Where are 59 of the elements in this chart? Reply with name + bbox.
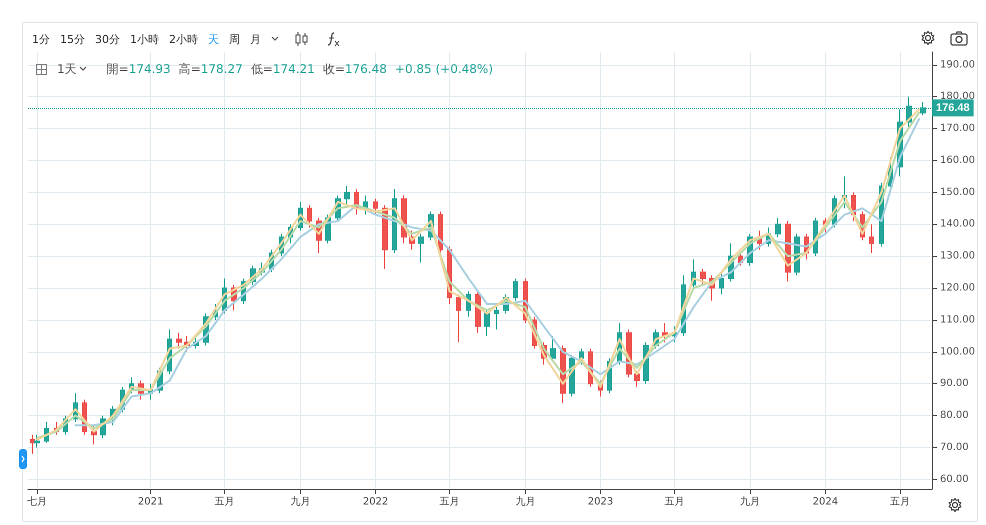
candlestick bbox=[307, 204, 312, 228]
x-tick-label: 五月 bbox=[439, 496, 460, 508]
x-tick-label: 2022 bbox=[362, 496, 388, 508]
x-tick-label: 七月 bbox=[27, 496, 48, 508]
candlestick bbox=[775, 217, 781, 238]
y-tick-label: 60.00 bbox=[940, 474, 969, 485]
text: 2小時 bbox=[169, 32, 198, 46]
text: 30分 bbox=[95, 32, 120, 46]
candlestick bbox=[513, 278, 518, 302]
x-tick-label: 五月 bbox=[664, 496, 684, 508]
x-tick-label: 2024 bbox=[812, 496, 838, 508]
candlestick bbox=[550, 335, 556, 362]
annotation: 高=178.27 bbox=[178, 60, 243, 78]
y-tick-label: 100.00 bbox=[940, 346, 975, 358]
x-tick-label: 2021 bbox=[138, 496, 164, 508]
candlestick bbox=[634, 370, 640, 388]
candlestick bbox=[373, 198, 378, 216]
y-tick-label: 150.00 bbox=[940, 186, 975, 198]
candlestick bbox=[30, 434, 35, 454]
text: 月 bbox=[250, 32, 261, 46]
ref-line-label: 176.48 bbox=[936, 102, 970, 114]
candlestick bbox=[176, 332, 182, 350]
candlestick bbox=[438, 210, 443, 254]
y-tick-label: 110.00 bbox=[940, 314, 975, 326]
x-tick-label: 五月 bbox=[890, 496, 910, 508]
x-tick-label: 九月 bbox=[515, 496, 536, 508]
candlestick bbox=[719, 272, 724, 295]
y-tick-label: 160.00 bbox=[940, 154, 975, 166]
annotation: 開=174.93 bbox=[106, 60, 171, 78]
x-tick-label: 2023 bbox=[588, 496, 614, 508]
text: 15分 bbox=[60, 32, 85, 46]
y-tick-label: 170.00 bbox=[940, 123, 975, 134]
y-tick-label: 140.00 bbox=[940, 218, 975, 230]
text: 1分 bbox=[32, 32, 50, 46]
candlestick bbox=[456, 294, 461, 343]
candlestick bbox=[869, 224, 874, 254]
x-tick-label: 九月 bbox=[740, 496, 760, 508]
y-tick-label: 130.00 bbox=[940, 250, 975, 262]
candlestick bbox=[579, 348, 584, 366]
text: 天 bbox=[208, 32, 219, 46]
y-tick-label: 120.00 bbox=[940, 282, 975, 294]
x-tick-label: 九月 bbox=[290, 496, 310, 508]
y-tick-label: 190.00 bbox=[940, 59, 975, 70]
y-tick-label: 90.00 bbox=[940, 378, 969, 390]
y-tick-label: 70.00 bbox=[940, 442, 969, 454]
annotation: +0.85 (+0.48%) bbox=[394, 62, 494, 76]
y-tick-label: 80.00 bbox=[940, 410, 969, 422]
x-tick-label: 五月 bbox=[214, 496, 235, 508]
y-tick-label: 180.00 bbox=[940, 91, 975, 102]
candlestick bbox=[484, 310, 490, 336]
annotation: 收=176.48 bbox=[322, 60, 387, 78]
annotation: 低=174.21 bbox=[250, 60, 315, 78]
annotation: 1天 bbox=[57, 60, 77, 78]
text: 周 bbox=[229, 32, 240, 46]
candlestick bbox=[418, 233, 424, 264]
text: 1小時 bbox=[130, 32, 159, 46]
candlestick bbox=[34, 434, 40, 448]
candlestick bbox=[700, 268, 706, 286]
candlestick bbox=[344, 185, 350, 206]
